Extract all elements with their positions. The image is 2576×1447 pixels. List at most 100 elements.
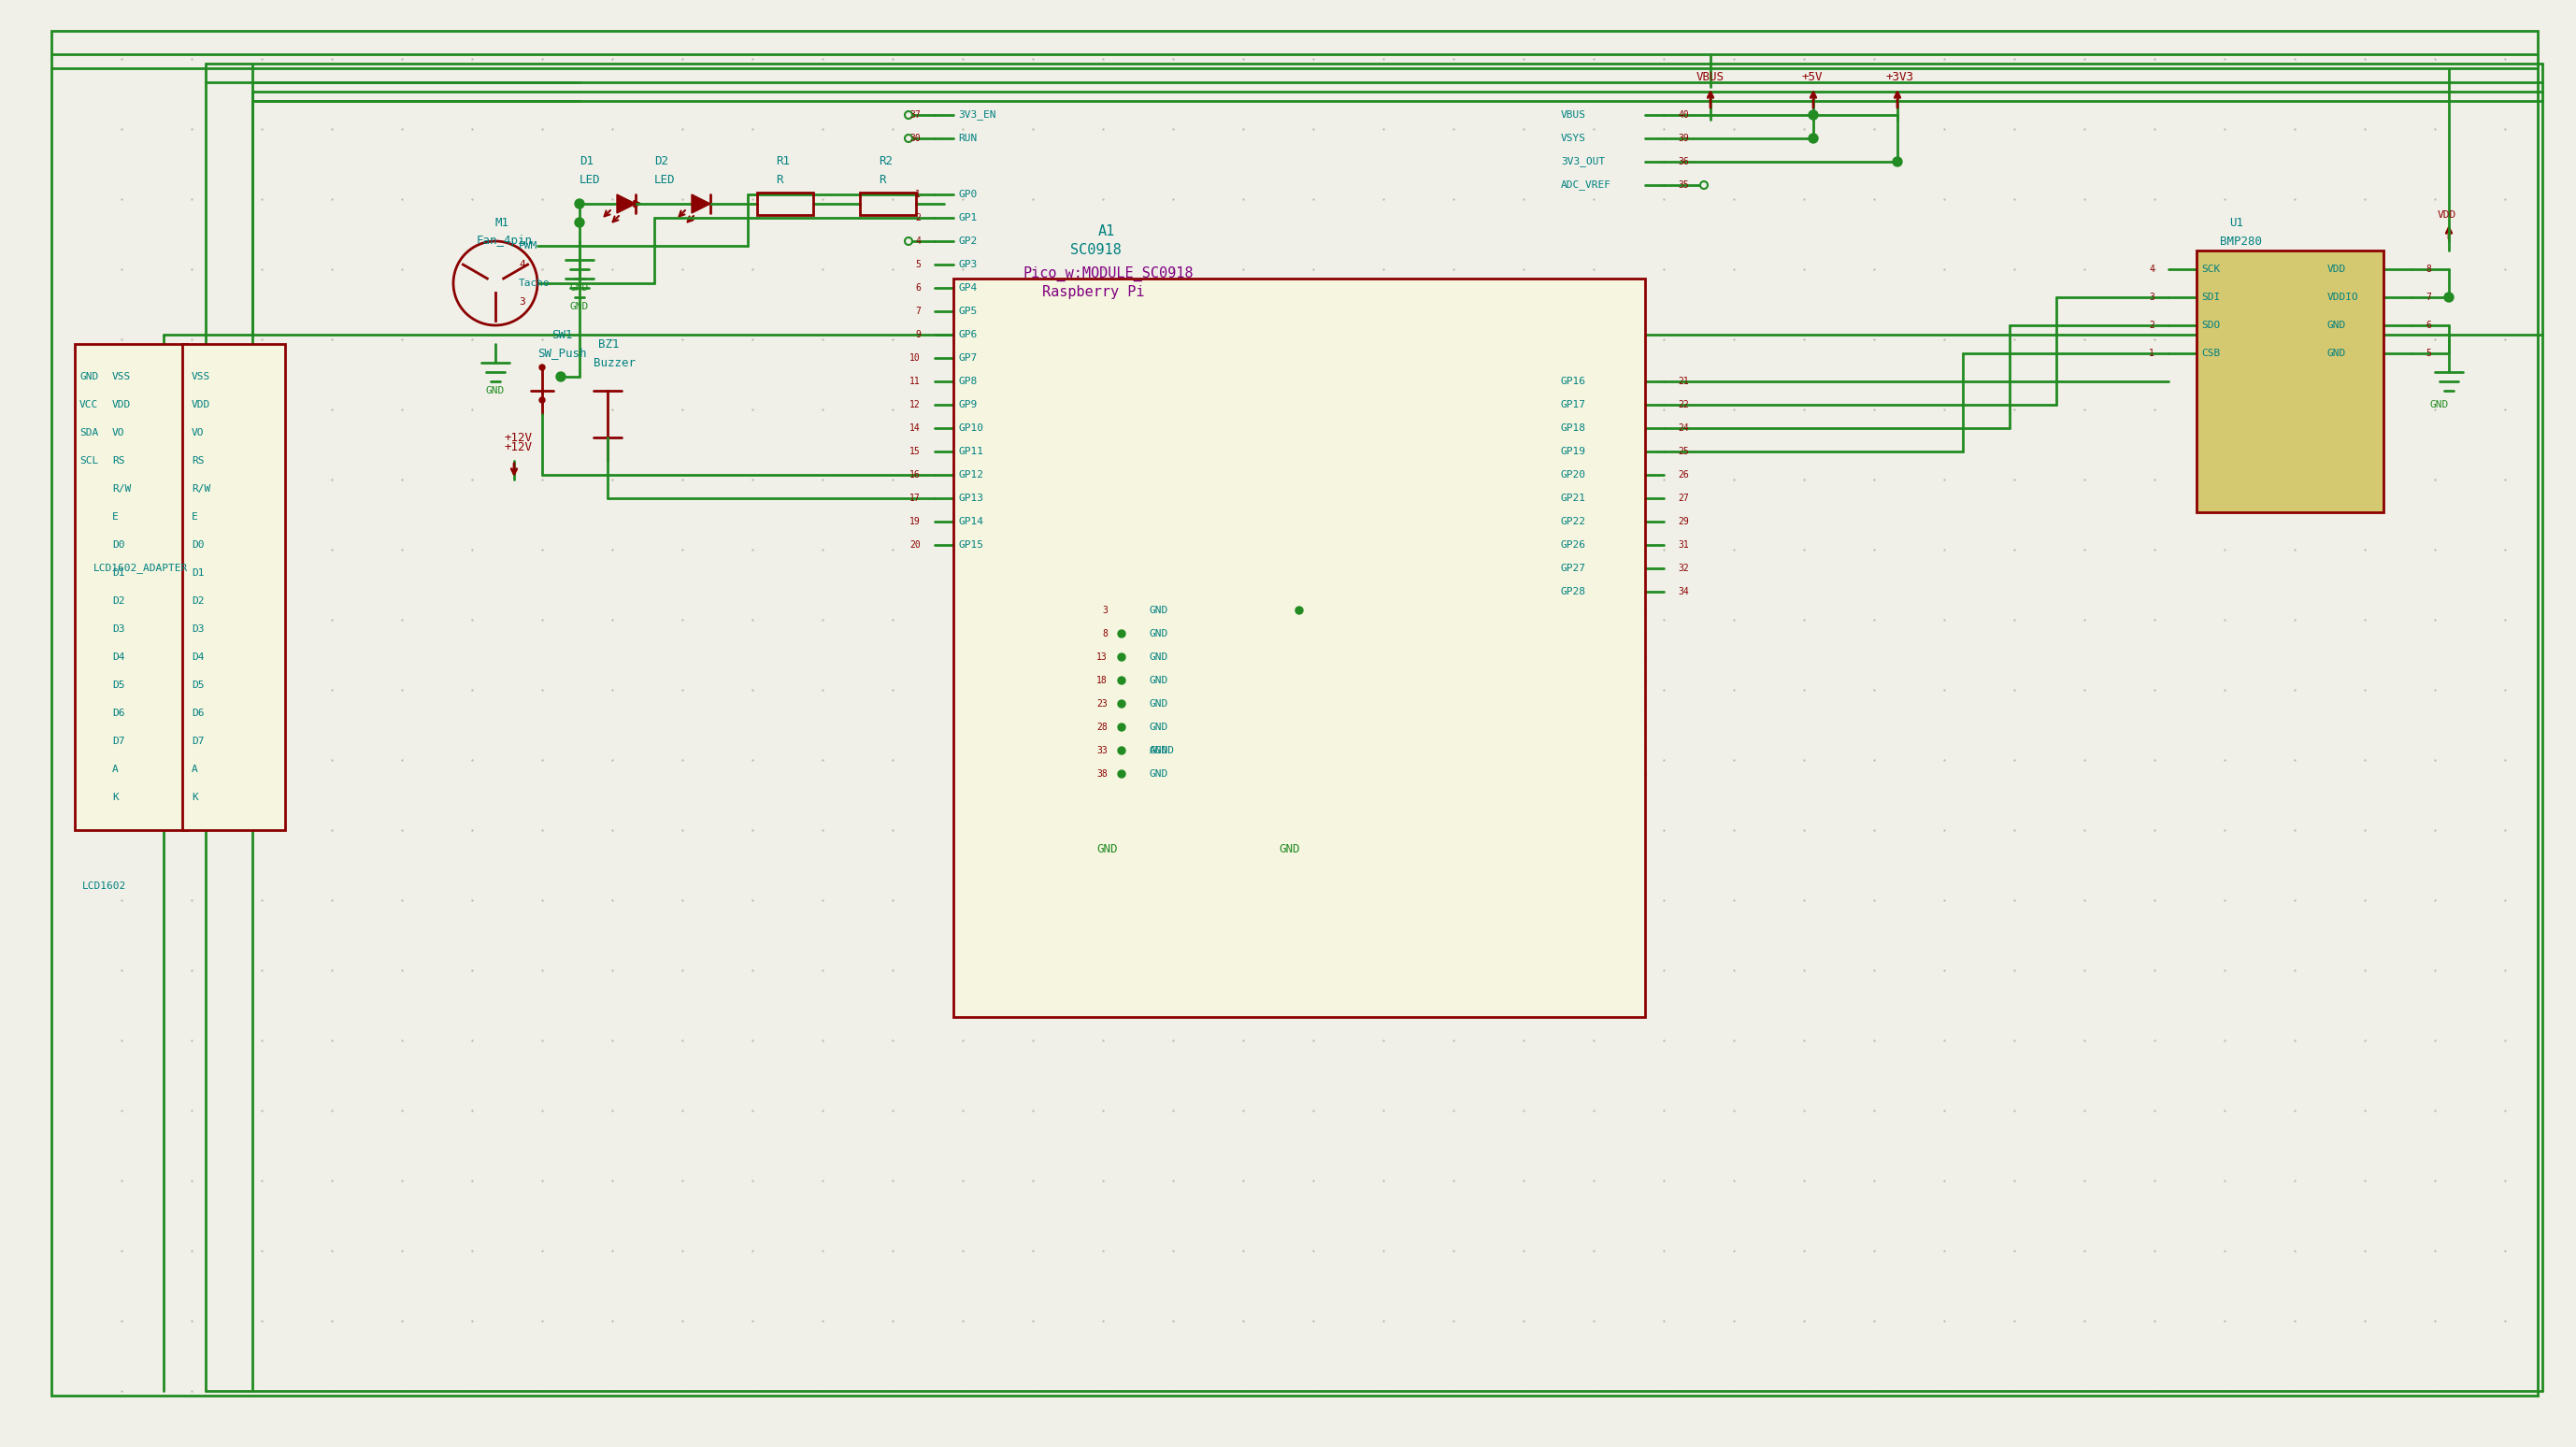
Circle shape: [1808, 110, 1819, 120]
Text: D0: D0: [113, 540, 124, 550]
Bar: [183, 344, 286, 831]
Circle shape: [904, 237, 912, 245]
Text: D0: D0: [191, 540, 204, 550]
Text: GP21: GP21: [1561, 493, 1587, 504]
Text: R1: R1: [775, 156, 791, 168]
Text: A: A: [191, 764, 198, 774]
Text: VCC: VCC: [80, 399, 98, 410]
Text: LCD1602_ADAPTER: LCD1602_ADAPTER: [93, 563, 188, 573]
Text: GP14: GP14: [958, 517, 984, 527]
Text: GP27: GP27: [1561, 564, 1587, 573]
Text: 2: 2: [2148, 321, 2154, 330]
Text: VBUS: VBUS: [1698, 71, 1723, 84]
Circle shape: [904, 135, 912, 142]
Text: RUN: RUN: [958, 133, 976, 143]
Text: LED: LED: [580, 174, 600, 187]
Text: D2: D2: [113, 596, 124, 606]
Text: GP2: GP2: [958, 236, 976, 246]
Text: 4: 4: [914, 236, 920, 246]
Circle shape: [1118, 654, 1126, 661]
Text: 31: 31: [1677, 540, 1690, 550]
Text: R/W: R/W: [191, 485, 211, 493]
Text: 7: 7: [2427, 292, 2432, 302]
Text: GND: GND: [1149, 699, 1170, 709]
Circle shape: [1893, 158, 1901, 166]
Text: 4: 4: [2148, 265, 2154, 273]
Circle shape: [538, 398, 546, 402]
Text: 39: 39: [1677, 133, 1690, 143]
Text: GND: GND: [80, 372, 98, 382]
Text: D7: D7: [113, 737, 124, 747]
Text: E: E: [113, 512, 118, 521]
Text: 1: 1: [914, 190, 920, 200]
Text: GND: GND: [1149, 747, 1170, 755]
Text: GP12: GP12: [958, 470, 984, 479]
Text: 7: 7: [914, 307, 920, 315]
Text: SW1: SW1: [551, 328, 572, 340]
Text: GND: GND: [1280, 842, 1301, 855]
Text: 27: 27: [1677, 493, 1690, 504]
Text: 34: 34: [1677, 587, 1690, 596]
Text: BZ1: BZ1: [598, 339, 618, 350]
Circle shape: [1296, 606, 1303, 614]
Text: 28: 28: [1097, 722, 1108, 732]
Text: 10: 10: [909, 353, 920, 363]
Circle shape: [1118, 724, 1126, 731]
Text: 22: 22: [1677, 399, 1690, 410]
Text: SDO: SDO: [2200, 321, 2221, 330]
Text: RS: RS: [113, 456, 124, 466]
Text: R2: R2: [878, 156, 894, 168]
Bar: [860, 192, 917, 216]
Text: D4: D4: [113, 653, 124, 661]
Circle shape: [1118, 700, 1126, 708]
Circle shape: [1700, 181, 1708, 188]
Text: SC0918: SC0918: [1069, 243, 1121, 258]
Text: VO: VO: [113, 428, 124, 437]
Text: GND: GND: [2326, 321, 2347, 330]
Text: A: A: [113, 764, 118, 774]
Text: GND: GND: [1149, 629, 1170, 638]
Polygon shape: [693, 194, 711, 213]
Text: GND: GND: [1149, 770, 1170, 778]
Text: SDI: SDI: [2200, 292, 2221, 302]
Text: 8: 8: [1103, 629, 1108, 638]
Text: 35: 35: [1677, 181, 1690, 190]
Bar: [75, 344, 188, 831]
Text: LED: LED: [654, 174, 675, 187]
Text: 30: 30: [909, 133, 920, 143]
Text: VDD: VDD: [2437, 210, 2458, 220]
Text: GP28: GP28: [1561, 587, 1587, 596]
Text: R: R: [775, 174, 783, 187]
Text: D5: D5: [113, 680, 124, 690]
Text: GP26: GP26: [1561, 540, 1587, 550]
Text: GND: GND: [487, 386, 505, 395]
Text: GP17: GP17: [1561, 399, 1587, 410]
Text: GP3: GP3: [958, 260, 976, 269]
Text: 38: 38: [1097, 770, 1108, 778]
Text: GND: GND: [1149, 722, 1170, 732]
Text: 12: 12: [909, 399, 920, 410]
Polygon shape: [616, 194, 636, 213]
Text: SCK: SCK: [2200, 265, 2221, 273]
Text: ADC_VREF: ADC_VREF: [1561, 179, 1613, 190]
Text: GP9: GP9: [958, 399, 976, 410]
Text: GP10: GP10: [958, 424, 984, 433]
Text: D1: D1: [113, 569, 124, 577]
Text: 11: 11: [909, 376, 920, 386]
Text: 3: 3: [2148, 292, 2154, 302]
Text: D2: D2: [191, 596, 204, 606]
Text: GND: GND: [569, 284, 590, 292]
Text: 4: 4: [518, 260, 526, 269]
Text: GP20: GP20: [1561, 470, 1587, 479]
Text: GP6: GP6: [958, 330, 976, 339]
Text: 3: 3: [518, 297, 526, 307]
Text: 1: 1: [2148, 349, 2154, 357]
Text: VDD: VDD: [113, 399, 131, 410]
Text: Raspberry Pi: Raspberry Pi: [1043, 285, 1144, 300]
Text: 40: 40: [1677, 110, 1690, 120]
Text: 24: 24: [1677, 424, 1690, 433]
Text: RS: RS: [191, 456, 204, 466]
Text: SW_Push: SW_Push: [538, 347, 587, 359]
Text: 25: 25: [1677, 447, 1690, 456]
Text: VDDIO: VDDIO: [2326, 292, 2360, 302]
